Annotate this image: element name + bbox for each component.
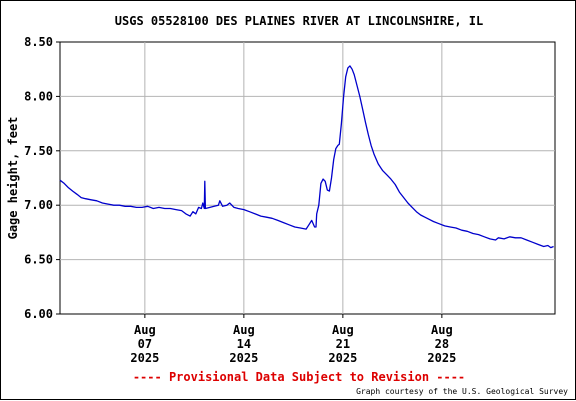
x-tick-label: 21: [336, 337, 350, 351]
y-tick-label: 7.00: [24, 198, 53, 212]
x-tick-label: 07: [138, 337, 152, 351]
y-tick-label: 8.00: [24, 89, 53, 103]
x-tick-label: 14: [237, 337, 251, 351]
x-tick-label: Aug: [431, 323, 453, 337]
x-tick-label: 2025: [328, 351, 357, 365]
provisional-notice: ---- Provisional Data Subject to Revisio…: [133, 370, 465, 384]
x-tick-label: 2025: [229, 351, 258, 365]
courtesy-note: Graph courtesy of the U.S. Geological Su…: [356, 387, 568, 396]
plot-area: [59, 41, 556, 315]
chart-title: USGS 05528100 DES PLAINES RIVER AT LINCO…: [115, 14, 483, 28]
x-tick-label: 2025: [427, 351, 456, 365]
series-group: [59, 65, 554, 249]
x-tick-label: 2025: [130, 351, 159, 365]
gage-height-series-line: [59, 65, 554, 249]
y-axis-label: Gage height, feet: [6, 117, 20, 240]
y-tick-label: 6.50: [24, 253, 53, 267]
x-tick-label: Aug: [233, 323, 255, 337]
grid-lines: [60, 42, 555, 314]
y-axis-ticks: 6.00 6.50 7.00 7.50 8.00 8.50: [24, 35, 60, 321]
x-tick-label: 28: [435, 337, 449, 351]
x-tick-label: Aug: [134, 323, 156, 337]
y-tick-label: 6.00: [24, 307, 53, 321]
x-tick-label: Aug: [332, 323, 354, 337]
y-tick-label: 7.50: [24, 144, 53, 158]
y-tick-label: 8.50: [24, 35, 53, 49]
